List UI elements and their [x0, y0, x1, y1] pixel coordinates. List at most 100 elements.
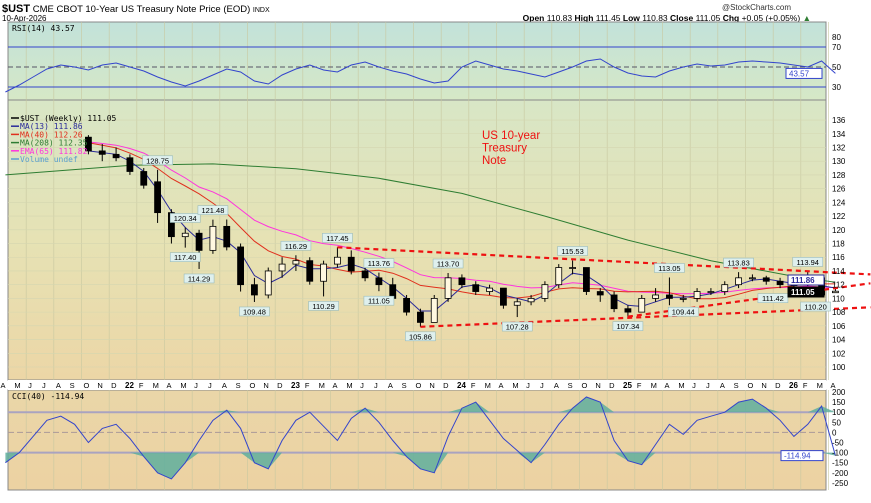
chart-date: 10-Apr-2026	[2, 14, 47, 23]
price-tick-label: 108	[832, 308, 846, 317]
cci-line	[5, 396, 836, 480]
candle	[306, 260, 314, 282]
price-tick-label: 100	[832, 363, 846, 372]
x-axis-tick-label: M	[346, 381, 352, 390]
x-axis-tick-label: A	[222, 381, 227, 390]
up-triangle-icon: ▲	[802, 13, 811, 23]
x-axis-tick-label: S	[734, 381, 739, 390]
pivot-label: 114.29	[188, 274, 210, 283]
chart-annotation: Treasury	[482, 143, 527, 155]
candle	[832, 290, 839, 294]
x-axis-tick-label: O	[748, 381, 754, 390]
cci-tick-label: 150	[832, 398, 846, 407]
pivot-label: 128.75	[146, 156, 169, 165]
pivot-label: 111.05	[368, 297, 390, 306]
pivot-label: 116.29	[285, 242, 307, 251]
x-axis-tick-label: F	[803, 381, 808, 390]
candle	[583, 267, 590, 292]
x-axis-tick-label: D	[111, 381, 117, 390]
price-tick-label: 132	[832, 143, 846, 152]
x-axis-tick-label: M	[512, 381, 518, 390]
candle	[707, 291, 715, 293]
price-tick-label: 112	[832, 281, 845, 290]
pivot-label-box	[169, 252, 201, 262]
candle	[168, 212, 175, 238]
candle	[555, 267, 563, 286]
pivot-label-box	[308, 301, 339, 311]
cci-tick-label: 200	[832, 388, 846, 397]
price-tag	[787, 274, 825, 286]
low-value: 110.83	[642, 13, 668, 23]
x-axis-tick-label: O	[84, 381, 90, 390]
x-axis-tick-label: 22	[125, 381, 134, 390]
price-tick-label: 134	[832, 130, 846, 139]
candle	[735, 277, 742, 286]
x-axis-tick-label: N	[429, 381, 434, 390]
chg-value: +0.05 (+0.05%)	[741, 13, 801, 23]
rsi-title: RSI(14) 43.57	[12, 24, 75, 33]
pivot-label-box	[280, 240, 312, 251]
x-axis-tick-label: M	[817, 381, 823, 390]
cci-value-tag	[780, 450, 824, 462]
symbol: $UST	[2, 3, 31, 15]
candle	[154, 181, 161, 214]
pivot-label: 113.83	[727, 259, 749, 268]
candle	[334, 256, 341, 265]
price-tick-label: 130	[832, 157, 846, 166]
x-axis-tick-label: M	[651, 381, 657, 390]
x-axis-tick-label: D	[609, 381, 615, 390]
x-axis-tick-label: D	[443, 381, 449, 390]
candle	[693, 291, 701, 299]
candle	[126, 157, 134, 172]
x-axis-tick-label: O	[250, 381, 256, 390]
x-axis-tick-label: S	[402, 381, 407, 390]
legend-item: $UST (Weekly) 111.05	[20, 114, 117, 123]
pivot-label-box	[169, 213, 201, 223]
pivot-label-box	[197, 205, 229, 215]
candle	[85, 136, 92, 152]
candle	[403, 297, 410, 313]
x-axis-tick-label: A	[56, 381, 61, 390]
candle	[375, 277, 383, 286]
candle	[776, 280, 784, 286]
legend-item: EMA(65) 111.82	[20, 147, 88, 156]
x-axis-tick-label: A	[831, 381, 836, 390]
cci-fill-below	[5, 452, 836, 479]
candle	[209, 225, 217, 251]
exchange: INDX	[252, 7, 270, 14]
pivot-label-box	[792, 257, 824, 267]
pivot-label: 107.28	[506, 323, 529, 332]
candle	[541, 284, 549, 299]
trendline	[337, 246, 871, 276]
x-axis-tick-label: S	[70, 381, 75, 390]
candle	[347, 256, 355, 272]
x-axis-tick-label: M	[678, 381, 684, 390]
candle	[181, 232, 189, 238]
candle	[666, 294, 673, 299]
x-axis-tick-label: N	[595, 381, 600, 390]
x-axis-tick-label: A	[554, 381, 559, 390]
open-label: Open	[522, 13, 545, 23]
ma40-line	[88, 142, 836, 300]
x-axis-tick-label: M	[14, 381, 20, 390]
close-value: 111.05	[695, 13, 721, 23]
price-tick-label: 104	[832, 336, 846, 345]
rsi-tick-label: 70	[832, 43, 841, 52]
low-label: Low	[622, 13, 640, 23]
x-axis-tick-label: J	[194, 381, 198, 390]
candle	[278, 263, 286, 272]
cci-value-tag-text: -114.94	[784, 452, 811, 461]
price-tick-label: 106	[832, 322, 846, 331]
pivot-label-box	[363, 295, 395, 306]
cci-tick-label: -100	[832, 449, 849, 458]
pivot-label-box	[723, 257, 754, 268]
candle	[292, 260, 300, 265]
pivot-label-box	[432, 258, 464, 269]
price-tick-label: 120	[832, 226, 846, 235]
x-axis-tick-label: 26	[789, 381, 798, 390]
cci-tick-label: 50	[832, 418, 841, 427]
x-axis-tick-label: A	[388, 381, 393, 390]
price-tick-label: 110	[832, 294, 845, 303]
close-label: Close	[670, 13, 694, 23]
